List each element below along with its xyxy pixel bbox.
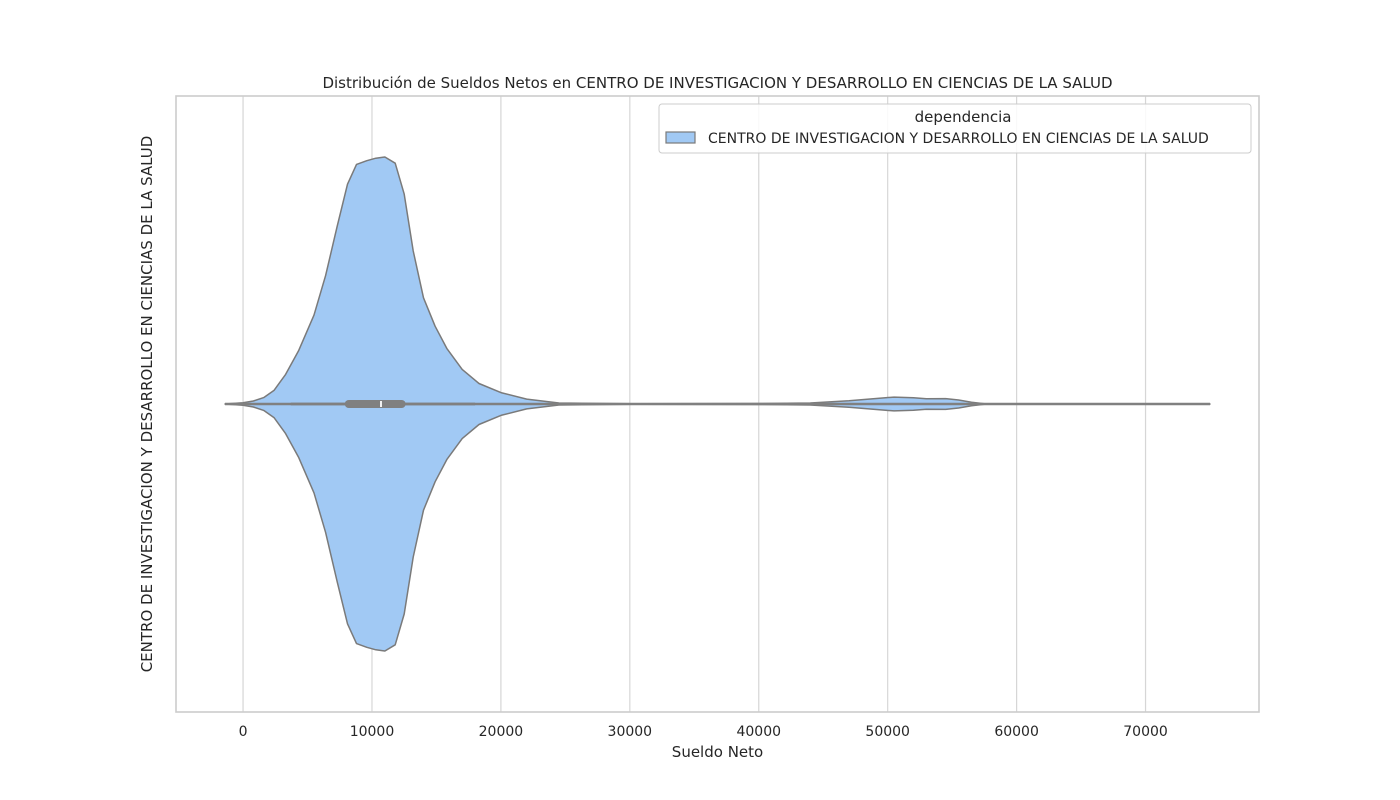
violin-layer <box>224 156 1211 652</box>
x-tick-label: 60000 <box>994 724 1039 740</box>
chart-title: Distribución de Sueldos Netos en CENTRO … <box>322 74 1112 92</box>
x-tick-label: 0 <box>239 724 248 740</box>
x-tick-label: 20000 <box>479 724 524 740</box>
y-axis-label: CENTRO DE INVESTIGACION Y DESARROLLO EN … <box>138 136 156 673</box>
x-tick-label: 70000 <box>1123 724 1168 740</box>
legend-box <box>658 103 1252 154</box>
legend-swatch <box>665 131 696 144</box>
legend-entry-label: CENTRO DE INVESTIGACION Y DESARROLLO EN … <box>708 131 1209 147</box>
legend: dependencia CENTRO DE INVESTIGACION Y DE… <box>658 103 1252 154</box>
x-axis-label: Sueldo Neto <box>672 743 763 761</box>
plot-frame <box>175 95 1260 713</box>
x-tick-labels: 0 10000 20000 30000 40000 50000 60000 70000 <box>239 724 1168 740</box>
x-tick-label: 30000 <box>608 724 653 740</box>
x-tick-label: 10000 <box>350 724 395 740</box>
x-tick-label: 40000 <box>736 724 781 740</box>
x-tick-label: 50000 <box>865 724 910 740</box>
legend-title: dependencia <box>915 108 1012 126</box>
